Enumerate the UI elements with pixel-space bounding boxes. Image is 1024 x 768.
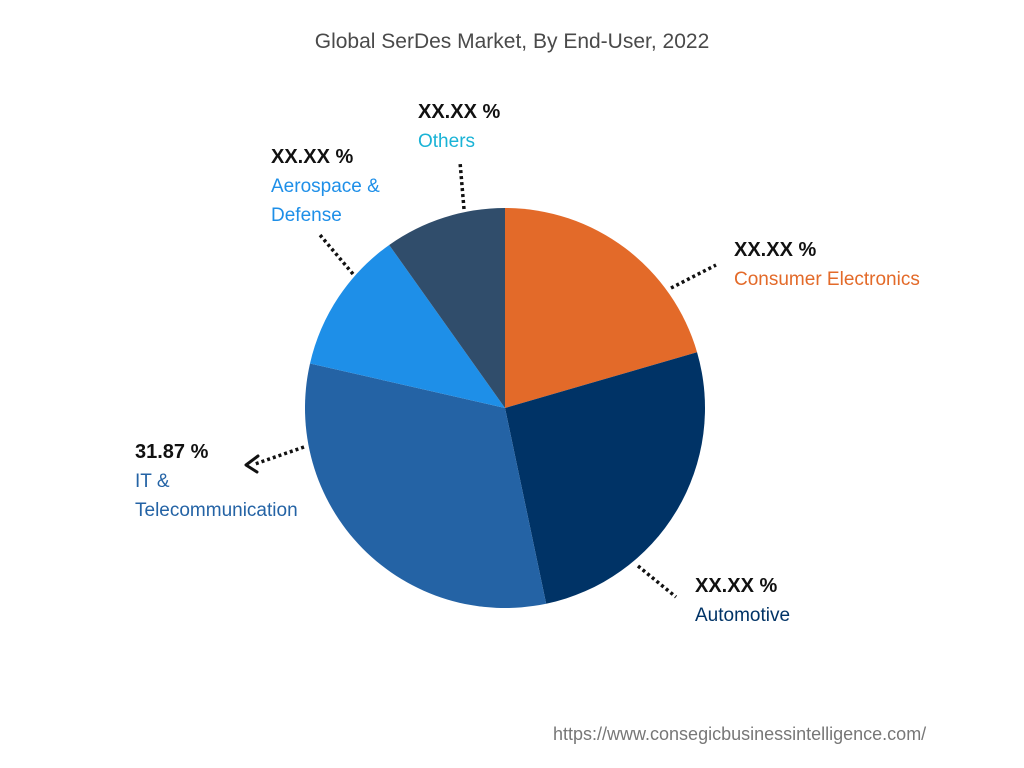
slice-value-label: XX.XX % [695, 575, 778, 597]
slice-category-label: Automotive [695, 605, 791, 626]
chart-title: Global SerDes Market, By End-User, 2022 [314, 30, 710, 53]
slice-value-label: XX.XX % [271, 146, 354, 168]
label-aerospace-defense: XX.XX % Aerospace & Defense [271, 143, 401, 230]
slice-value-label: 31.87 % [135, 441, 209, 463]
slice-automotive [505, 352, 706, 604]
slice-category-label: Consumer Electronics [734, 269, 920, 290]
slice-category-label: Aerospace & Defense [271, 176, 380, 226]
label-others: XX.XX % Others [418, 98, 500, 156]
source-url: https://www.consegicbusinessintelligence… [553, 724, 927, 744]
label-consumer-electronics: XX.XX % Consumer Electronics [734, 236, 920, 294]
slice-category-label: Others [418, 131, 476, 152]
slice-aerospace-defense [310, 244, 505, 408]
slice-it-telecommunication [304, 363, 547, 609]
slice-category-label: IT & Telecommunication [135, 471, 298, 521]
leader-automotive [636, 564, 678, 599]
leader-aerospace-defense [318, 233, 355, 276]
leader-consumer-electronics [670, 263, 717, 290]
arrowhead-icon [244, 454, 260, 474]
slice-value-label: XX.XX % [734, 239, 817, 261]
label-it-telecommunication: 31.87 % IT & Telecommunication [135, 438, 335, 525]
slice-consumer-electronics [505, 208, 698, 408]
slice-value-label: XX.XX % [418, 101, 501, 123]
leader-others [458, 161, 466, 210]
label-automotive: XX.XX % Automotive [695, 572, 790, 630]
slice-others [389, 208, 505, 408]
leader-it-telecommunication [254, 445, 305, 466]
